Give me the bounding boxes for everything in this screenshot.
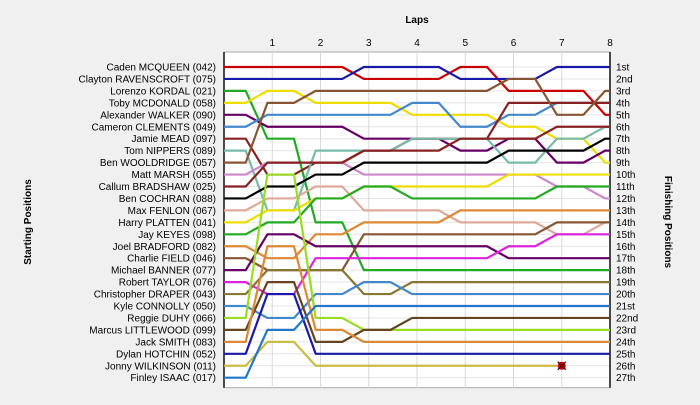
series-line-15 [224,209,610,260]
driver-label: Jamie MEAD (097) [132,134,216,145]
series-line-10 [224,125,610,188]
series-line-20 [224,281,610,320]
driver-label: Reggie DUHY (066) [127,313,216,324]
driver-label: Callum BRADSHAW (025) [99,182,216,193]
finishing-label: 7th [616,134,630,145]
finishing-label: 15th [616,230,635,241]
finishing-label: 27th [616,373,635,384]
driver-label: Michael BANNER (077) [111,266,216,277]
driver-label: Tom NIPPERS (089) [124,146,216,157]
driver-label: Jack SMITH (083) [135,337,216,348]
finishing-label: 18th [616,266,635,277]
lap-tick-label: 4 [414,38,420,49]
series-line-21 [224,173,610,331]
driver-label: Jay KEYES (098) [138,230,216,241]
finishing-label: 20th [616,290,635,301]
finishing-label: 16th [616,242,635,253]
driver-label: Finley ISAAC (017) [130,373,216,384]
series-line-22 [224,281,610,343]
finishing-label: 19th [616,278,635,289]
driver-label: Max FENLON (067) [128,206,216,217]
series-line-26 [224,304,610,379]
finishing-label: 17th [616,254,635,265]
driver-label: Kyle CONNOLLY (050) [114,302,216,313]
lap-tick-label: 6 [511,38,517,49]
series-line-0 [224,65,610,116]
driver-label: Jonny WILKINSON (011) [105,361,216,372]
series-line-2 [224,89,610,272]
driver-label: Marcus LITTLEWOOD (099) [89,325,216,336]
series-line-19 [224,269,610,296]
driver-label: Ben COCHRAN (088) [119,194,216,205]
series-line-8 [224,77,610,164]
finishing-label: 9th [616,158,630,169]
finishing-label: 23rd [616,325,636,336]
driver-label: Ben WOOLDRIDGE (057) [100,158,216,169]
lap-tick-label: 1 [269,38,275,49]
driver-label: Cameron CLEMENTS (049) [92,122,216,133]
finishing-label: 25th [616,349,635,360]
finishing-label: 14th [616,218,635,229]
driver-label: Toby MCDONALD (058) [109,98,216,109]
finishing-label: 1st [616,63,630,74]
series-line-1 [224,65,610,81]
finishing-label: 11th [616,182,635,193]
retired-marker [557,361,567,371]
finishing-label: 21st [616,302,635,313]
lap-tick-label: 5 [462,38,468,49]
right-axis-title: Finishing Positions [662,176,673,269]
top-axis-title: Laps [405,15,429,26]
driver-label: Dylan HOTCHIN (052) [116,349,216,360]
finishing-label: 22nd [616,313,638,324]
series-line-24 [224,292,610,355]
finishing-label: 24th [616,337,635,348]
driver-label: Caden MCQUEEN (042) [107,63,216,74]
finishing-label: 10th [616,170,635,181]
driver-label: Alexander WALKER (090) [100,110,216,121]
driver-label: Matt MARSH (055) [132,170,216,181]
lap-tick-label: 7 [559,38,565,49]
finishing-label: 4th [616,98,630,109]
driver-label: Christopher DRAPER (043) [94,290,216,301]
finishing-label: 13th [616,206,635,217]
finishing-label: 3rd [616,86,630,97]
lap-tick-label: 2 [318,38,324,49]
finishing-label: 12th [616,194,635,205]
finishing-label: 6th [616,122,630,133]
series-line-23 [224,245,610,343]
series-line-11 [224,137,610,200]
series-line-25 [224,340,562,367]
finishing-label: 8th [616,146,630,157]
driver-label: Joel BRADFORD (082) [113,242,216,253]
series-line-13 [224,173,610,224]
left-axis-title: Starting Positions [23,179,34,265]
series-line-17 [224,233,610,272]
label-layer: 1 2 3 4 5 6 7 8 Caden MCQUEEN (042)Clayton RAVEN… [79,38,639,384]
finishing-label: 5th [616,110,630,121]
series-line-14 [224,185,610,236]
driver-label: Harry PLATTEN (041) [118,218,216,229]
retired-marker-cross [557,361,567,371]
driver-label: Robert TAYLOR (076) [119,278,216,289]
lap-tick-label: 3 [366,38,372,49]
driver-label: Clayton RAVENSCROFT (075) [79,74,216,85]
lap-tick-label: 8 [607,38,613,49]
driver-label: Lorenzo KORDAL (021) [110,86,216,97]
finishing-label: 26th [616,361,635,372]
finishing-label: 2nd [616,74,633,85]
driver-label: Charlie FIELD (046) [127,254,216,265]
series-layer [224,65,610,379]
